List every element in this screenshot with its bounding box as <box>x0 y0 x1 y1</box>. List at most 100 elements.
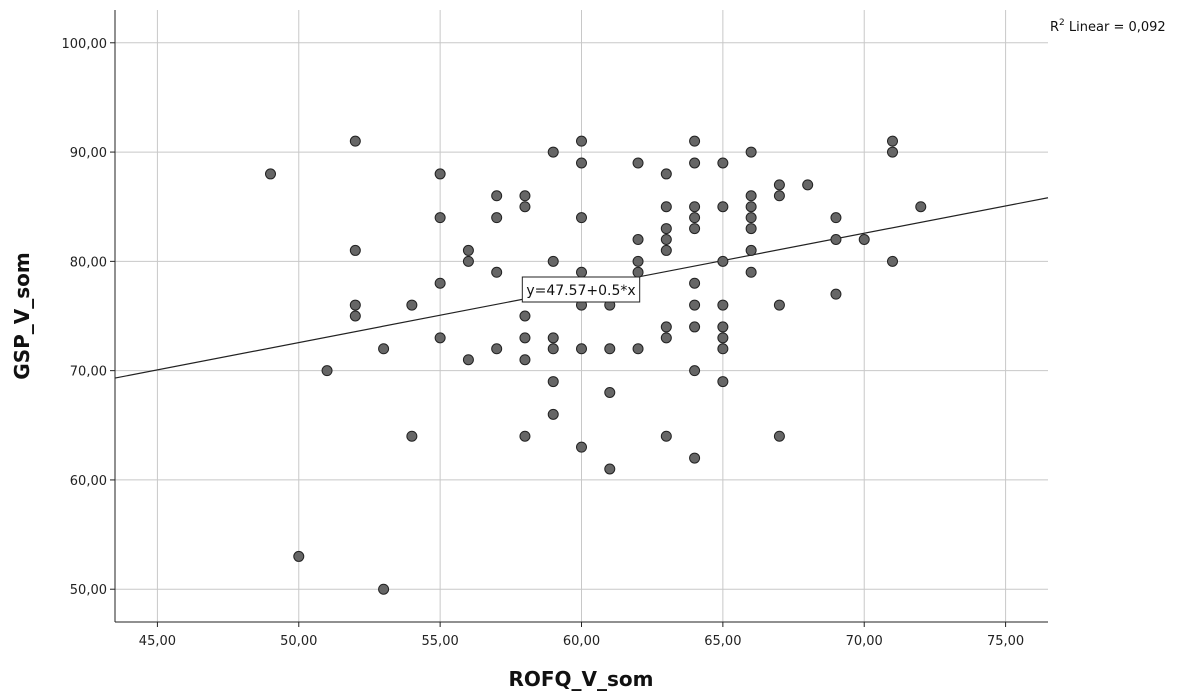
data-point <box>689 223 701 235</box>
data-point <box>519 310 531 322</box>
data-point <box>887 135 898 147</box>
data-point <box>632 234 644 245</box>
r2-superscript: 2 <box>1059 18 1065 28</box>
data-point <box>745 146 757 158</box>
data-point <box>576 135 587 147</box>
data-point <box>462 354 474 366</box>
data-point <box>265 168 276 180</box>
y-tick-label: 50,00 <box>70 583 107 598</box>
data-point <box>491 343 503 355</box>
r2-text: Linear = 0,092 <box>1065 20 1166 35</box>
data-point <box>576 212 587 224</box>
data-point <box>745 212 757 224</box>
data-point <box>830 288 842 300</box>
data-point <box>293 550 305 562</box>
data-point <box>519 190 531 202</box>
x-tick-label: 45,00 <box>139 634 176 649</box>
data-point <box>717 201 729 213</box>
data-point <box>604 387 616 398</box>
equation-label: y=47.57+0.5*x <box>526 283 635 299</box>
data-point <box>689 157 701 169</box>
data-point <box>491 190 503 202</box>
axes <box>110 10 1048 627</box>
data-point <box>378 583 390 595</box>
y-tick-label: 60,00 <box>70 474 107 489</box>
data-point <box>717 343 729 355</box>
data-point <box>632 266 644 278</box>
data-point <box>689 321 701 333</box>
data-point <box>434 332 446 344</box>
data-point <box>519 354 531 366</box>
data-point <box>547 255 559 267</box>
data-point <box>547 146 559 158</box>
data-point <box>462 255 474 267</box>
data-point <box>406 430 418 442</box>
x-tick-label: 65,00 <box>704 634 741 649</box>
tick-labels: 45,00 50,00 55,00 60,00 65,00 70,00 75,00 50,00… <box>62 37 1025 649</box>
x-tick-label: 50,00 <box>280 634 317 649</box>
data-point <box>773 299 785 311</box>
data-point <box>830 234 842 245</box>
data-point <box>689 212 701 224</box>
data-point <box>745 190 757 202</box>
data-point <box>378 343 390 355</box>
data-point <box>547 343 559 355</box>
data-point <box>632 157 644 169</box>
data-point <box>434 277 446 289</box>
data-point <box>689 365 701 377</box>
data-point <box>660 168 672 180</box>
data-point <box>547 332 559 344</box>
y-tick-label: 70,00 <box>70 365 107 380</box>
data-point <box>689 452 701 464</box>
data-point <box>660 332 672 344</box>
data-point <box>717 332 729 344</box>
data-point <box>689 299 701 311</box>
data-point <box>604 463 616 475</box>
data-point <box>660 430 672 442</box>
equation-box-frame <box>521 276 641 303</box>
data-point <box>547 376 559 388</box>
data-point <box>576 343 587 355</box>
data-point <box>745 244 757 256</box>
data-point <box>830 212 842 224</box>
y-tick-label: 90,00 <box>70 146 107 161</box>
data-point <box>660 234 672 245</box>
data-point <box>717 255 729 267</box>
data-point <box>519 201 531 213</box>
x-tick-label: 75,00 <box>987 634 1024 649</box>
data-point <box>604 343 616 355</box>
grid-lines <box>115 10 1048 622</box>
data-point <box>491 266 503 278</box>
data-point <box>660 223 672 235</box>
data-point <box>717 321 729 333</box>
data-point <box>434 168 446 180</box>
r2-annotation: R2 Linear = 0,092 <box>1050 18 1166 35</box>
data-point <box>632 255 644 267</box>
data-point <box>349 244 361 256</box>
r2-prefix: R <box>1050 20 1059 35</box>
data-point <box>858 234 870 245</box>
data-point <box>689 135 701 147</box>
data-point <box>349 135 361 147</box>
data-point <box>802 179 814 191</box>
x-tick-label: 55,00 <box>422 634 459 649</box>
data-point <box>689 277 701 289</box>
data-point <box>660 321 672 333</box>
data-point <box>519 430 531 442</box>
y-tick-label: 100,00 <box>62 37 108 52</box>
data-points <box>265 135 927 595</box>
data-point <box>887 255 898 267</box>
data-point <box>689 201 701 213</box>
data-point <box>462 244 474 256</box>
x-tick-label: 60,00 <box>563 634 600 649</box>
y-tick-label: 80,00 <box>70 255 107 270</box>
x-axis-title: ROFQ_V_som <box>508 667 653 691</box>
data-point <box>773 190 785 202</box>
data-point <box>406 299 418 311</box>
data-point <box>717 299 729 311</box>
data-point <box>632 343 644 355</box>
data-point <box>915 201 927 213</box>
data-point <box>660 244 672 256</box>
